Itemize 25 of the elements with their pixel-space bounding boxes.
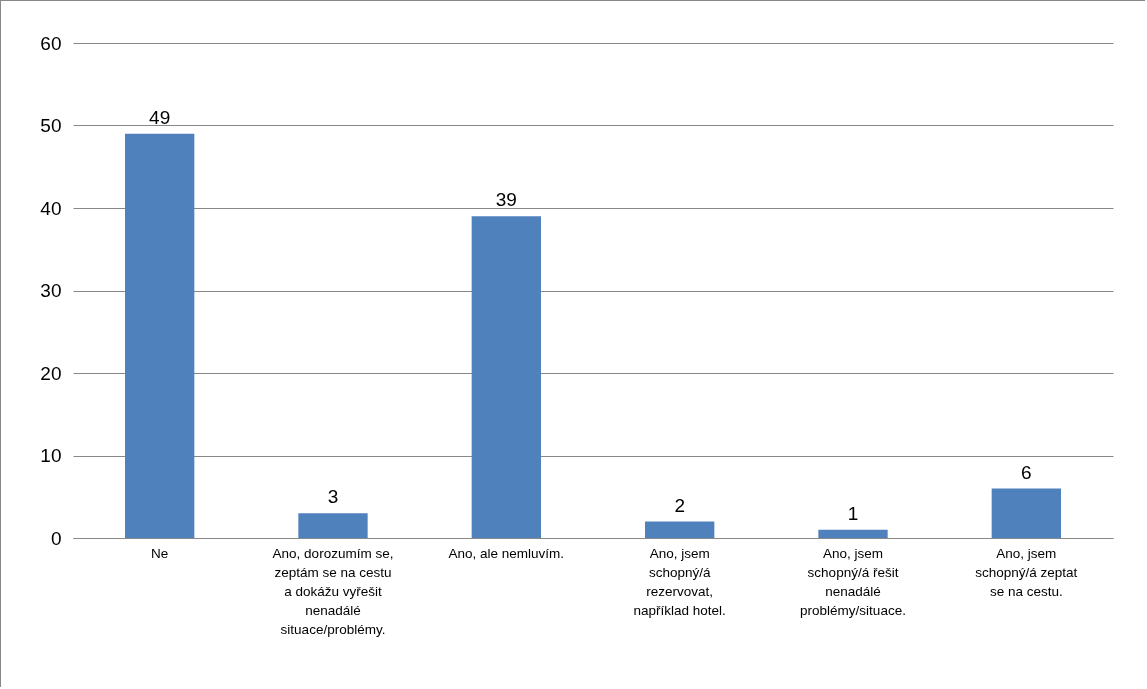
x-tick-label: Ano, ale nemluvím. (448, 545, 565, 561)
x-tick-label: Ne (151, 545, 169, 561)
x-tick-label: Ano, jsem schopný/á rezervovat, například hotel. (633, 545, 726, 618)
y-tick-label: 0 (50, 527, 62, 549)
bar (125, 133, 195, 538)
y-tick-label: 10 (40, 445, 62, 466)
data-label: 6 (1021, 461, 1032, 483)
data-label: 1 (847, 502, 859, 524)
data-label: 39 (495, 189, 517, 211)
bar (471, 216, 541, 538)
y-tick-label: 40 (40, 197, 62, 219)
y-tick-label: 20 (40, 362, 62, 384)
bar (298, 513, 368, 538)
bar (991, 488, 1061, 538)
data-label: 3 (327, 486, 339, 508)
y-tick-label: 50 (40, 115, 62, 136)
x-tick-label: Ano, jsem schopný/á zeptat se na cestu. (975, 545, 1078, 599)
bar (645, 521, 715, 538)
x-tick-label: Ano, jsem schopný/á řešit nenadálé problémy/situace. (800, 545, 906, 618)
y-tick-label: 30 (40, 280, 62, 301)
bar (818, 529, 888, 538)
data-label: 49 (149, 106, 171, 128)
data-label: 2 (674, 494, 685, 516)
x-tick-label: Ano, dorozumím se, zeptám se na cestu a dokážu vyřešit nenadálé situace/problémy. (272, 545, 394, 637)
y-tick-label: 60 (40, 32, 62, 54)
